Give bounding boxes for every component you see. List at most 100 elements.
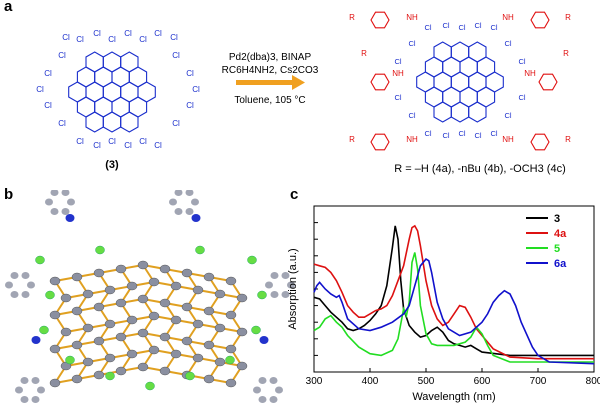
r-label: R	[361, 49, 367, 58]
ring	[85, 111, 104, 133]
carbon-atom	[115, 264, 127, 274]
aryl-carbon-atom	[174, 208, 183, 216]
carbon-atom	[181, 336, 193, 346]
nitrogen-atom	[31, 336, 41, 344]
aryl-carbon-atom	[31, 376, 40, 384]
aryl-carbon-atom	[31, 396, 40, 404]
series-line-3	[313, 225, 594, 357]
carbon-atom	[214, 323, 226, 333]
r-label: R	[563, 49, 569, 58]
carbon-atom	[203, 272, 215, 282]
aryl-carbon-atom	[15, 386, 23, 394]
aryl-carbon-atom	[275, 386, 283, 394]
series-line-5	[313, 252, 594, 363]
aryl-carbon-atom	[45, 198, 53, 206]
aryl-carbon-atom	[20, 396, 29, 404]
cl-label: Cl	[442, 21, 449, 30]
carbon-atom	[126, 349, 138, 359]
cl-label: Cl	[154, 29, 162, 38]
carbon-atom	[148, 311, 160, 321]
x-axis-label: Wavelength (nm)	[412, 391, 495, 403]
aryl-carbon-atom	[50, 208, 59, 216]
r-label: R	[349, 135, 355, 144]
carbon-atom	[137, 260, 149, 270]
cl-label: Cl	[504, 39, 511, 48]
cl-label: Cl	[474, 21, 481, 30]
carbon-atom	[137, 328, 149, 338]
carbon-atom	[93, 268, 105, 278]
ring	[468, 101, 487, 123]
carbon-atom	[82, 289, 94, 299]
cl-label: Cl	[44, 69, 52, 78]
legend-label-6a: 6a	[554, 258, 567, 270]
carbon-atom	[225, 378, 237, 388]
series-line-4a	[313, 224, 594, 360]
cl-label: Cl	[58, 51, 66, 60]
cl-label: Cl	[62, 33, 70, 42]
aryl-carbon-atom	[253, 386, 261, 394]
carbon-atom	[137, 362, 149, 372]
aryl-carbon-atom	[174, 190, 183, 196]
ring	[120, 111, 139, 133]
carbon-atom	[71, 306, 83, 316]
carbon-atom	[93, 370, 105, 380]
aryl-carbon-atom	[10, 271, 19, 279]
cl-label: Cl	[139, 35, 147, 44]
carbon-atom	[214, 357, 226, 367]
aryl-carbon-atom	[67, 198, 75, 206]
carbon-atom	[93, 302, 105, 312]
cl-label: Cl	[518, 57, 525, 66]
carbon-atom	[192, 353, 204, 363]
carbon-atom	[203, 306, 215, 316]
aryl-carbon-atom	[191, 198, 199, 206]
carbon-atom	[225, 276, 237, 286]
condition-line-2: RC6H4NH2, Cs2CO3	[222, 65, 319, 76]
cl-label: Cl	[172, 119, 180, 128]
cl-label: Cl	[139, 137, 147, 146]
chlorine-atom	[185, 371, 195, 381]
cl-label: Cl	[36, 85, 44, 94]
carbon-atom	[82, 357, 94, 367]
cl-label: Cl	[93, 29, 101, 38]
r-label: R	[565, 13, 571, 22]
chlorine-atom	[195, 245, 205, 255]
benzene-ring	[538, 73, 558, 91]
chlorine-atom	[95, 245, 105, 255]
carbon-atom	[181, 302, 193, 312]
legend-label-4a: 4a	[554, 228, 567, 240]
chlorine-atom	[39, 325, 49, 335]
aryl-carbon-atom	[61, 208, 70, 216]
nh-label: NH	[502, 135, 514, 144]
aryl-carbon-atom	[27, 281, 35, 289]
aryl-carbon-atom	[10, 291, 19, 299]
cl-label: Cl	[458, 129, 465, 138]
compound-label-3: (3)	[105, 159, 119, 171]
carbon-atom	[82, 323, 94, 333]
carbon-atom	[126, 315, 138, 325]
panel-label-b: b	[4, 186, 14, 203]
chlorine-atom	[225, 355, 235, 365]
aryl-carbon-atom	[269, 396, 278, 404]
cl-label: Cl	[424, 129, 431, 138]
carbon-atom	[236, 293, 248, 303]
carbon-atom	[170, 315, 182, 325]
cl-label: Cl	[490, 129, 497, 138]
carbon-atom	[159, 366, 171, 376]
aryl-carbon-atom	[50, 190, 59, 196]
plot-frame	[313, 205, 595, 373]
carbon-atom	[104, 285, 116, 295]
carbon-atom	[159, 332, 171, 342]
chlorine-atom	[105, 371, 115, 381]
nh-label: NH	[502, 13, 514, 22]
r-definition: R = –H (4a), -nBu (4b), -OCH3 (4c)	[394, 163, 565, 175]
aryl-carbon-atom	[281, 291, 290, 299]
carbon-atom	[126, 281, 138, 291]
benzene-ring	[370, 73, 390, 91]
cl-label: Cl	[108, 137, 116, 146]
aryl-amine-arm: NH R	[349, 11, 418, 29]
aryl-amine-arm: NH R	[502, 11, 571, 29]
cl-label: Cl	[93, 141, 101, 150]
